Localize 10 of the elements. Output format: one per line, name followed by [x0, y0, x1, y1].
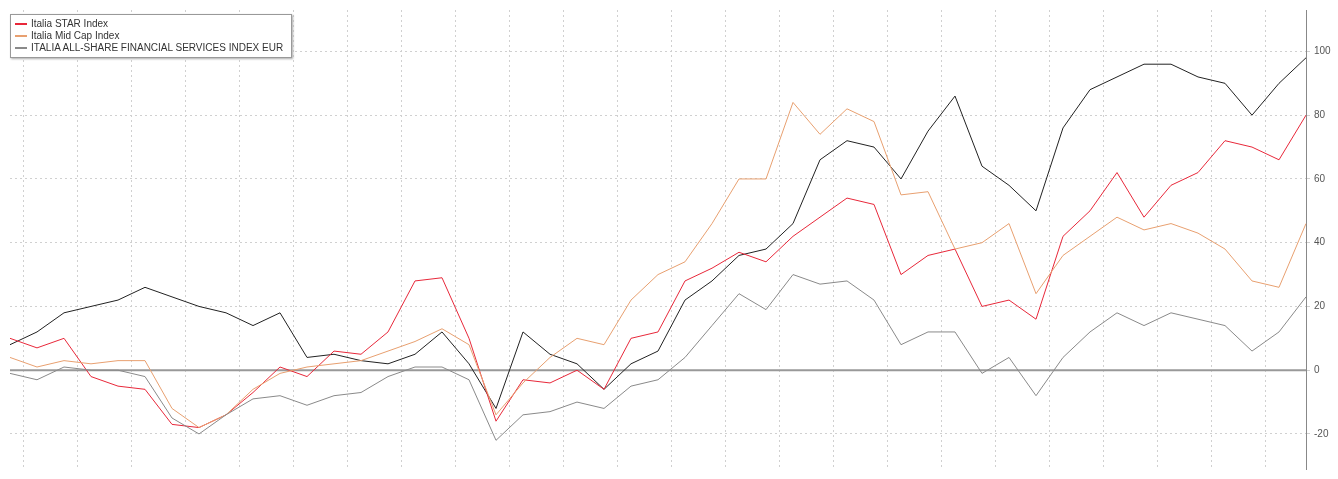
legend-label: Italia Mid Cap Index: [31, 30, 120, 42]
legend-label: ITALIA ALL-SHARE FINANCIAL SERVICES INDEX EUR: [31, 42, 284, 54]
legend-label: Italia STAR Index: [31, 18, 109, 30]
y-tick-label: 80: [1314, 108, 1326, 120]
y-tick-label: 100: [1314, 45, 1332, 57]
y-tick-label: 0: [1314, 363, 1320, 375]
y-tick-label: 60: [1314, 172, 1326, 184]
y-tick-label: 40: [1314, 236, 1326, 248]
y-tick-label: -20: [1314, 427, 1329, 439]
y-tick-label: 20: [1314, 300, 1326, 312]
